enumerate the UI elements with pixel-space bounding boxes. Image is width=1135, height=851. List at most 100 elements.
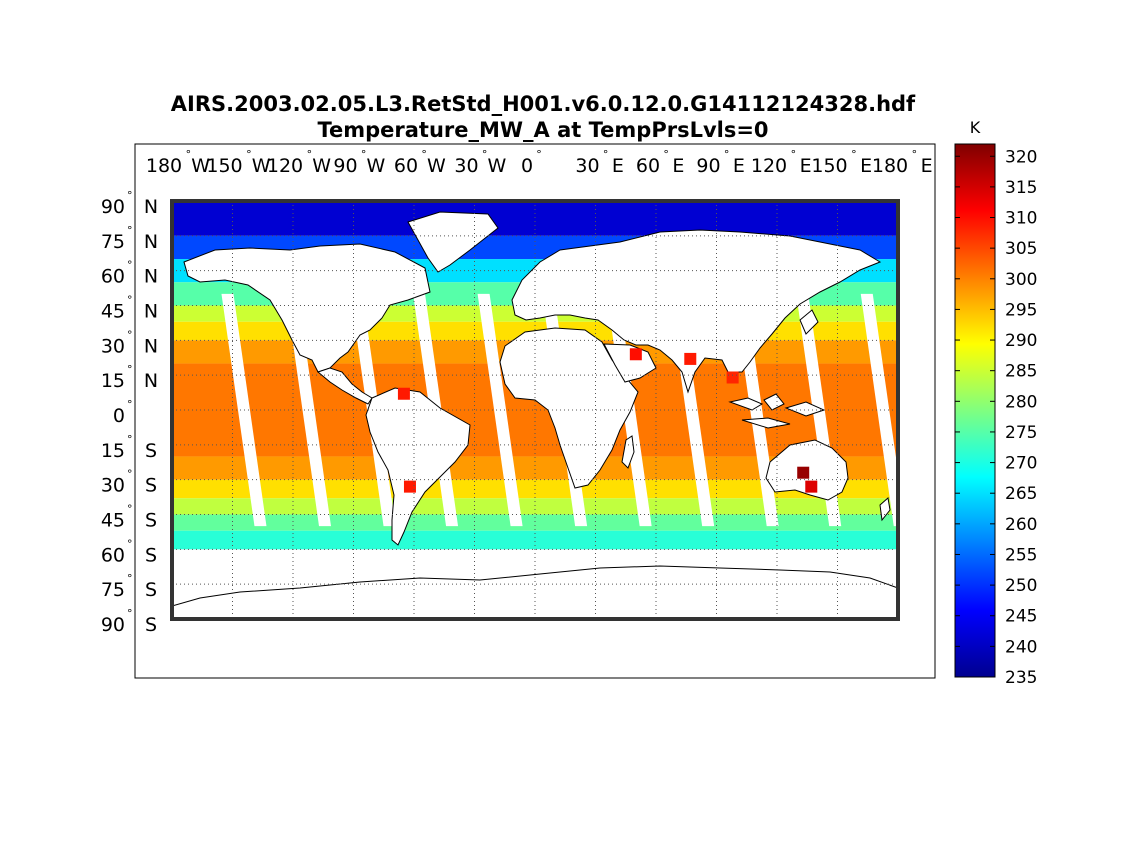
- degree-sign: °: [421, 148, 427, 161]
- lon-label-2: 120 °W: [267, 148, 331, 177]
- lat-label-hemisphere: N: [144, 301, 158, 323]
- landmass-madagascar: [621, 435, 635, 469]
- colorbar-unit: K: [970, 118, 981, 137]
- degree-sign: °: [127, 468, 133, 481]
- temperature-band-11: [172, 514, 898, 531]
- degree-sign: °: [663, 148, 669, 161]
- lat-label-hemisphere: S: [145, 614, 157, 636]
- degree-sign: °: [482, 148, 488, 161]
- degree-sign: °: [127, 189, 133, 202]
- graticule: [172, 201, 898, 619]
- lon-label-hemisphere: W: [427, 155, 446, 177]
- colorbar-tick-label-3: 305: [1005, 239, 1037, 259]
- lat-label-hemisphere: N: [144, 335, 158, 357]
- colorbar-tick-label-9: 275: [1005, 423, 1037, 443]
- lon-label-hemisphere: E: [800, 155, 812, 177]
- lon-label-hemisphere: E: [860, 155, 872, 177]
- hot-spot-4: [726, 371, 739, 384]
- lon-label-value: 180: [146, 155, 182, 177]
- lat-label-1: 75° N: [101, 224, 158, 253]
- colorbar-tick-label-8: 280: [1005, 392, 1037, 412]
- landmass-japan: [799, 309, 819, 335]
- swath-gap-0: [221, 293, 267, 527]
- lat-label-4: 30° N: [101, 328, 158, 357]
- lon-label-0: 180 °W: [146, 148, 210, 177]
- lon-label-11: 150 °E: [811, 148, 872, 177]
- lon-label-value: 90: [333, 155, 357, 177]
- lat-label-hemisphere: S: [145, 475, 157, 497]
- lat-label-value: 15: [101, 370, 125, 392]
- lat-label-hemisphere: S: [145, 544, 157, 566]
- degree-sign: °: [912, 148, 918, 161]
- lat-label-value: 45: [101, 301, 125, 323]
- degree-sign: °: [307, 148, 313, 161]
- lon-label-value: 60: [636, 155, 660, 177]
- lon-label-hemisphere: E: [612, 155, 624, 177]
- landmass-indonesia: [728, 393, 826, 429]
- lat-label-0: 90° N: [101, 189, 158, 218]
- temperature-band-10: [172, 498, 898, 515]
- lon-label-hemisphere: E: [672, 155, 684, 177]
- degree-sign: °: [127, 433, 133, 446]
- colorbar-tick-label-11: 265: [1005, 484, 1037, 504]
- degree-sign: °: [127, 572, 133, 585]
- landmass-new-zealand: [879, 497, 891, 522]
- degree-sign: °: [127, 294, 133, 307]
- lon-label-value: 30: [575, 155, 599, 177]
- lat-label-hemisphere: S: [145, 579, 157, 601]
- hot-spot-5: [397, 387, 410, 400]
- lat-label-value: 30: [101, 475, 125, 497]
- lat-label-value: 15: [101, 440, 125, 462]
- degree-sign: °: [127, 328, 133, 341]
- lon-label-3: 90 °W: [333, 148, 385, 177]
- colorbar-tick-label-17: 235: [1005, 668, 1037, 688]
- degree-sign: °: [127, 363, 133, 376]
- degree-sign: °: [127, 259, 133, 272]
- hot-spot-1: [805, 480, 818, 493]
- lon-label-7: 30 °E: [575, 148, 624, 177]
- degree-sign: °: [127, 224, 133, 237]
- map-frame: [170, 199, 900, 621]
- colorbar-tick-label-4: 300: [1005, 270, 1037, 290]
- colorbar-tick-label-12: 260: [1005, 515, 1037, 535]
- lon-label-12: 180 °E: [872, 148, 933, 177]
- title-line2: Temperature_MW_A at TempPrsLvls=0: [317, 118, 768, 142]
- lat-label-9: 45° S: [101, 503, 157, 532]
- degree-sign: °: [127, 537, 133, 550]
- hot-spot-0: [797, 466, 810, 479]
- lon-label-value: 90: [696, 155, 720, 177]
- lat-label-hemisphere: S: [145, 440, 157, 462]
- colorbar-tick-label-0: 320: [1005, 147, 1037, 167]
- lon-label-value: 30: [454, 155, 478, 177]
- colorbar-tick-label-5: 295: [1005, 300, 1037, 320]
- lat-label-value: 30: [101, 335, 125, 357]
- colorbar-tick-label-13: 255: [1005, 545, 1037, 565]
- lon-label-hemisphere: W: [367, 155, 386, 177]
- colorbar-tick-label-1: 315: [1005, 178, 1037, 198]
- landmass-south-america: [365, 387, 471, 546]
- lat-label-value: 75: [101, 231, 125, 253]
- lon-label-value: 180: [872, 155, 908, 177]
- lat-label-2: 60° N: [101, 259, 158, 288]
- lat-label-11: 75° S: [101, 572, 157, 601]
- lon-label-hemisphere: W: [312, 155, 331, 177]
- colorbar-tick-label-10: 270: [1005, 454, 1037, 474]
- degree-sign: °: [127, 503, 133, 516]
- colorbar-tick-label-2: 310: [1005, 209, 1037, 229]
- degree-sign: °: [127, 607, 133, 620]
- lon-label-hemisphere: W: [191, 155, 210, 177]
- lon-label-value: 150: [206, 155, 242, 177]
- lat-label-12: 90° S: [101, 607, 157, 636]
- temperature-band-0: [172, 201, 898, 236]
- degree-sign: °: [246, 148, 252, 161]
- colorbar: [954, 143, 996, 678]
- colorbar-tick-label-14: 250: [1005, 576, 1037, 596]
- lon-label-4: 60°W: [394, 148, 446, 177]
- lon-label-hemisphere: E: [921, 155, 933, 177]
- lon-label-value: 120: [267, 155, 303, 177]
- hot-spot-6: [403, 480, 416, 493]
- degree-sign: °: [791, 148, 797, 161]
- lon-label-value: 0: [521, 155, 533, 177]
